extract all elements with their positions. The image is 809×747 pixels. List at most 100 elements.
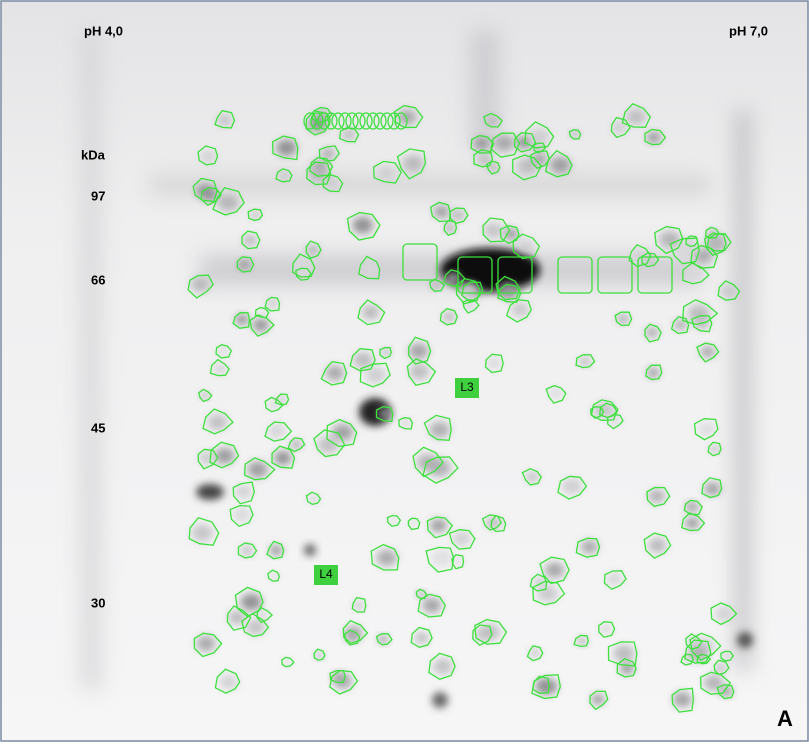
spot	[381, 349, 390, 356]
spot	[715, 607, 732, 621]
spot	[647, 132, 661, 143]
spot	[487, 116, 499, 126]
spot	[233, 507, 251, 521]
spot	[704, 675, 724, 691]
panel-label: A	[777, 706, 793, 731]
spot	[517, 240, 534, 253]
spot-label: L3	[460, 380, 474, 394]
spot	[362, 305, 379, 319]
spot	[687, 269, 703, 282]
spot	[274, 451, 291, 465]
spot	[409, 343, 428, 359]
spot	[579, 357, 591, 366]
spot	[431, 281, 441, 289]
gel-image: pH 4,0 pH 7,0 kDa 97664530 L3 L4 A	[0, 0, 809, 742]
spot	[196, 636, 215, 651]
mass-marker: 97	[91, 188, 105, 203]
ph-left: pH 4,0	[84, 23, 123, 38]
spot	[432, 692, 448, 708]
spot	[660, 231, 680, 247]
spot	[581, 540, 598, 554]
spot	[504, 228, 518, 239]
spot	[248, 461, 268, 477]
spot	[545, 562, 564, 577]
spot	[244, 235, 257, 245]
spot	[326, 366, 344, 381]
spot	[434, 206, 449, 218]
spot	[389, 517, 398, 524]
spot	[721, 285, 736, 297]
spot	[378, 408, 391, 418]
spot	[673, 692, 692, 707]
spot	[377, 550, 397, 566]
spot	[253, 319, 269, 332]
spot	[591, 694, 605, 705]
spot	[700, 346, 715, 358]
spot	[571, 131, 579, 138]
spot	[645, 327, 658, 338]
spot	[495, 135, 515, 151]
spot	[201, 150, 216, 162]
mass-marker: 66	[91, 272, 105, 287]
spot	[699, 423, 716, 436]
spot	[403, 155, 424, 172]
spot	[632, 250, 647, 262]
spot	[600, 624, 613, 634]
ph-right: pH 7,0	[729, 23, 768, 38]
spot	[737, 632, 753, 648]
spot	[361, 262, 378, 276]
spot	[270, 573, 278, 580]
spot	[647, 368, 660, 378]
spot	[617, 314, 629, 323]
spot	[451, 210, 464, 221]
spot	[208, 415, 227, 430]
spot	[443, 312, 455, 322]
spot	[268, 424, 285, 438]
spot	[220, 675, 238, 689]
spot	[235, 485, 252, 498]
spot	[562, 478, 582, 494]
spot	[577, 637, 588, 646]
spot	[722, 652, 730, 659]
spot	[201, 392, 209, 399]
spot	[422, 598, 441, 613]
spot	[196, 184, 214, 198]
spot	[240, 545, 253, 556]
spot	[283, 659, 292, 666]
spot	[218, 115, 232, 126]
spot	[474, 137, 490, 150]
spot	[218, 346, 229, 355]
spot	[218, 194, 239, 211]
spot	[410, 364, 429, 379]
spot	[199, 452, 214, 464]
spot	[649, 538, 667, 552]
spot	[291, 440, 302, 449]
spot	[251, 211, 261, 219]
spot	[550, 157, 570, 173]
spot	[401, 419, 411, 427]
spot	[649, 490, 665, 503]
spot	[610, 417, 621, 426]
spot	[607, 573, 623, 586]
spot-label: L4	[319, 567, 333, 581]
spot	[279, 171, 290, 180]
spot	[685, 517, 699, 528]
spot	[315, 652, 323, 659]
spot	[686, 502, 699, 512]
spot	[192, 525, 213, 542]
spot	[530, 649, 541, 658]
spot	[704, 482, 720, 495]
page: pH 4,0 pH 7,0 kDa 97664530 L3 L4 A (() =…	[0, 0, 809, 742]
spot	[715, 664, 726, 672]
spot	[322, 148, 335, 158]
spot	[627, 109, 646, 124]
spot	[304, 544, 316, 556]
mass-marker: 30	[91, 595, 105, 610]
spot	[549, 388, 563, 399]
spot	[433, 658, 453, 674]
spot	[529, 129, 549, 145]
spot	[526, 472, 539, 483]
spot	[267, 299, 279, 308]
spot	[270, 545, 283, 555]
spot	[353, 601, 364, 610]
